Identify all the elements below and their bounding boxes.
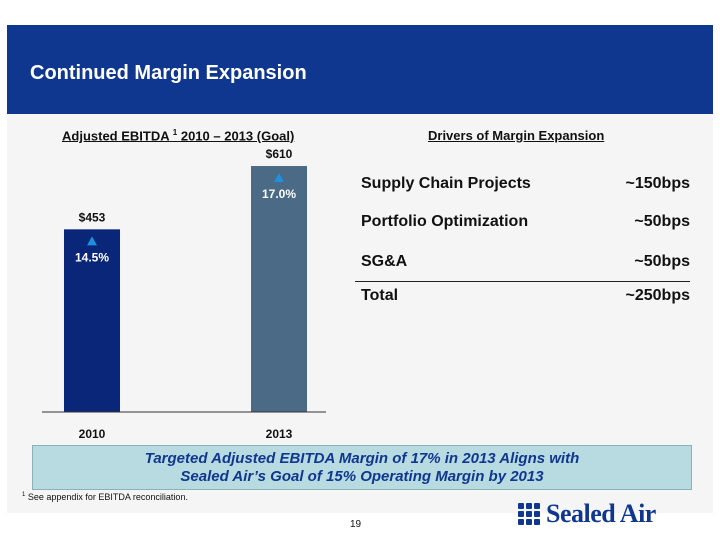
total-value: ~250bps <box>625 287 690 304</box>
chart-title-text: Adjusted EBITDA <box>62 128 170 144</box>
sealed-air-logo: Sealed Air <box>518 499 656 529</box>
driver-value: ~50bps <box>634 253 690 270</box>
driver-row-total: Total ~250bps <box>355 284 690 308</box>
driver-label: SG&A <box>361 253 408 270</box>
slide-title: Continued Margin Expansion <box>30 62 307 84</box>
up-arrow-icon <box>87 236 97 246</box>
banner-line-2: Sealed Air’s Goal of 15% Operating Margi… <box>180 467 544 485</box>
footnote: 1 See appendix for EBITDA reconciliation… <box>22 492 188 502</box>
margin-label: 17.0% <box>262 187 296 201</box>
total-label: Total <box>361 287 399 304</box>
banner-line-1: Targeted Adjusted EBITDA Margin of 17% i… <box>144 449 580 467</box>
chart-title-period: 2010 – 2013 (Goal) <box>180 128 295 144</box>
footnote-marker: 1 <box>22 492 26 498</box>
driver-label: Portfolio Optimization <box>361 213 529 230</box>
driver-value: ~50bps <box>634 213 690 230</box>
logo-grid-icon <box>518 503 540 525</box>
chart-title-footnote-ref: 1 <box>172 128 178 137</box>
driver-label: Supply Chain Projects <box>361 175 531 192</box>
footnote-text: See appendix for EBITDA reconciliation. <box>27 492 188 502</box>
bar-2010 <box>64 229 120 412</box>
bar-value-label: $453 <box>79 210 106 224</box>
logo-text: Sealed Air <box>546 499 656 528</box>
driver-value: ~150bps <box>625 175 690 192</box>
bar-value-label: $610 <box>266 147 293 161</box>
bar-2013 <box>251 166 307 412</box>
drivers-title: Drivers of Margin Expansion <box>428 128 605 143</box>
page-number: 19 <box>350 519 362 530</box>
target-banner: Targeted Adjusted EBITDA Margin of 17% i… <box>32 445 692 490</box>
up-arrow-icon <box>274 173 284 183</box>
category-label: 2010 <box>79 427 106 441</box>
category-label: 2013 <box>266 427 293 441</box>
chart-title: Adjusted EBITDA 1 2010 – 2013 (Goal) <box>62 128 322 143</box>
driver-row-sga: SG&A ~50bps <box>355 250 690 274</box>
total-divider <box>355 281 690 282</box>
driver-row-portfolio: Portfolio Optimization ~50bps <box>355 210 690 234</box>
title-bar <box>7 25 713 114</box>
margin-label: 14.5% <box>75 250 109 264</box>
driver-row-supply-chain: Supply Chain Projects ~150bps <box>355 172 690 196</box>
